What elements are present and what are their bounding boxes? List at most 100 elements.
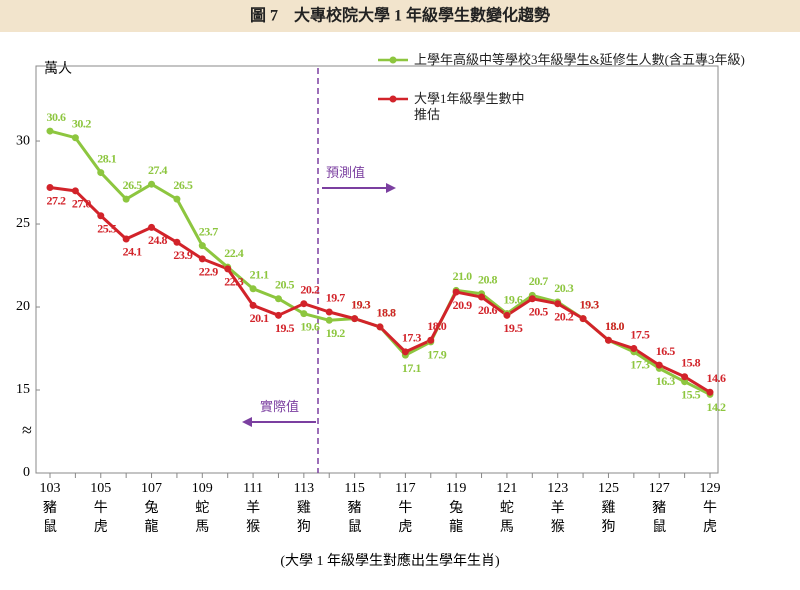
zodiac-label: 羊	[551, 500, 565, 516]
data-label: 18.8	[377, 306, 397, 320]
data-label: 20.1	[250, 311, 270, 325]
legend-entry: 上學年高級中等學校3年級學生&延修生人數(含五專3年級)	[414, 52, 745, 67]
point	[503, 311, 511, 319]
data-label: 20.9	[453, 298, 473, 312]
arrow-head	[242, 417, 252, 427]
data-label: 18.8	[377, 306, 397, 320]
x-tick-label: 109	[192, 481, 213, 496]
x-tick-label: 119	[446, 481, 466, 496]
annotation: 實際值	[260, 399, 299, 414]
data-label: 23.9	[173, 248, 193, 262]
data-label: 15.5	[681, 387, 701, 401]
zodiac-label: 狗	[601, 519, 615, 535]
zodiac-label: 牛	[703, 500, 717, 516]
zodiac-label: 龍	[449, 518, 463, 535]
x-tick-label: 117	[395, 481, 415, 496]
data-label: 20.6	[478, 303, 498, 317]
data-label: 14.6	[707, 371, 727, 385]
zodiac-label: 猴	[246, 519, 260, 535]
point	[249, 285, 257, 293]
point	[97, 212, 105, 220]
point	[173, 238, 181, 246]
zodiac-label: 兔	[449, 500, 463, 516]
data-label: 16.5	[656, 344, 676, 358]
data-label: 20.5	[529, 304, 549, 318]
data-label: 15.8	[681, 355, 701, 369]
legend-marker	[389, 56, 397, 64]
x-tick-label: 107	[141, 481, 162, 496]
y-tick-label: 20	[16, 299, 30, 314]
zodiac-label: 猴	[551, 519, 565, 535]
point	[325, 308, 333, 316]
point	[71, 187, 79, 195]
data-label: 24.8	[148, 233, 168, 247]
legend-marker	[389, 95, 397, 103]
arrow-head	[386, 183, 396, 193]
point	[224, 265, 232, 273]
point	[274, 295, 282, 303]
y-tick-label: 25	[16, 216, 30, 231]
zodiac-label: 馬	[195, 520, 209, 535]
point	[478, 293, 486, 301]
point	[681, 378, 689, 386]
data-label: 27.0	[72, 197, 92, 211]
data-label: 19.3	[580, 297, 600, 311]
data-label: 22.9	[199, 265, 219, 279]
point	[452, 288, 460, 296]
y-tick-label: 0	[23, 465, 30, 480]
zodiac-label: 虎	[398, 519, 412, 535]
data-label: 19.5	[275, 321, 295, 335]
point	[427, 336, 435, 344]
axis-break: ≈	[22, 420, 32, 440]
data-label: 18.0	[605, 319, 625, 333]
point	[579, 315, 587, 323]
point	[274, 311, 282, 319]
x-tick-label: 105	[90, 481, 111, 496]
y-tick-label: 15	[16, 382, 30, 397]
point	[604, 336, 612, 344]
data-label: 22.4	[224, 246, 244, 260]
data-label: 19.3	[351, 297, 371, 311]
x-tick-label: 115	[344, 481, 364, 496]
data-label: 25.5	[97, 221, 117, 235]
data-label: 16.3	[656, 374, 676, 388]
point	[655, 361, 663, 369]
data-label: 18.0	[427, 319, 447, 333]
data-label: 20.5	[275, 277, 295, 291]
y-axis-label: 萬人	[44, 61, 72, 77]
point	[122, 195, 130, 203]
point	[148, 223, 156, 231]
data-label: 19.3	[351, 297, 371, 311]
point	[325, 316, 333, 324]
series-line	[49, 186, 711, 394]
x-tick-label: 121	[496, 481, 517, 496]
point	[376, 323, 384, 331]
x-tick-label: 125	[598, 481, 619, 496]
x-tick-label: 111	[243, 481, 263, 496]
zodiac-label: 狗	[297, 519, 311, 535]
data-label: 23.7	[199, 224, 219, 238]
point	[148, 180, 156, 188]
point	[173, 195, 181, 203]
data-label: 20.2	[300, 282, 320, 296]
data-label: 19.6	[503, 292, 523, 306]
zodiac-label: 牛	[94, 500, 108, 516]
point	[198, 242, 206, 250]
point	[630, 345, 638, 353]
zodiac-label: 蛇	[500, 500, 514, 516]
chart-title: 圖 7 大專校院大學 1 年級學生數變化趨勢	[250, 6, 550, 25]
data-label: 17.9	[427, 348, 447, 362]
point	[351, 315, 359, 323]
data-label: 17.1	[402, 361, 422, 375]
x-tick-label: 123	[547, 481, 568, 496]
zodiac-label: 龍	[145, 518, 159, 535]
point	[528, 295, 536, 303]
data-label: 17.3	[630, 358, 650, 372]
point	[46, 127, 54, 135]
data-label: 19.3	[580, 297, 600, 311]
zodiac-label: 豬	[348, 500, 362, 516]
plot-frame	[35, 65, 719, 474]
zodiac-label: 鼠	[348, 519, 362, 535]
